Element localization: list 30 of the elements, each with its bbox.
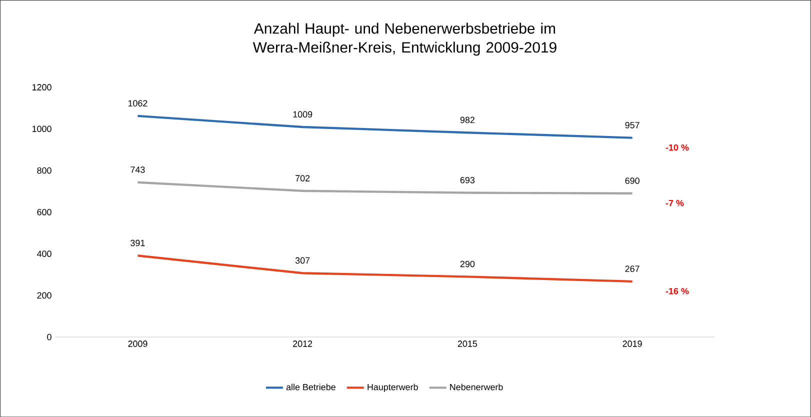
data-label: 1009 [293,111,312,118]
legend-label: Haupterwerb [368,384,418,392]
data-label: 290 [460,260,475,268]
y-tick-label: 1200 [32,84,52,90]
data-label: 957 [625,122,640,128]
annotation: -16 % [666,288,689,294]
y-tick-label: 1000 [32,126,52,132]
y-tick-label: 200 [37,292,52,298]
data-label: 391 [130,240,145,246]
data-label: 693 [460,176,475,184]
y-tick-label: 0 [47,334,52,340]
data-label: 982 [460,116,474,123]
x-tick-label: 2012 [293,340,312,347]
data-label: 743 [130,166,145,173]
data-label: 702 [296,174,310,182]
data-label: 307 [295,257,310,264]
legend-label: Nebenerwerb [450,384,503,390]
annotation: -10 % [666,144,689,151]
y-tick-label: 400 [37,250,52,257]
chart-title: Anzahl Haupt- und Nebenerwerbsbetriebe im Werra-Meißner-Kreis, Entwicklung 2009-2019 [252,22,556,56]
legend-label: alle Betriebe [286,384,336,390]
data-label: 267 [625,265,640,272]
x-tick-label: 2009 [128,340,148,347]
annotation: -7 % [666,200,684,206]
data-label: 690 [625,177,640,184]
data-label: 1062 [128,100,148,106]
x-tick-label: 2019 [622,340,642,347]
y-tick-label: 600 [37,208,52,216]
x-tick-label: 2015 [458,340,478,347]
y-tick-label: 800 [37,167,52,174]
